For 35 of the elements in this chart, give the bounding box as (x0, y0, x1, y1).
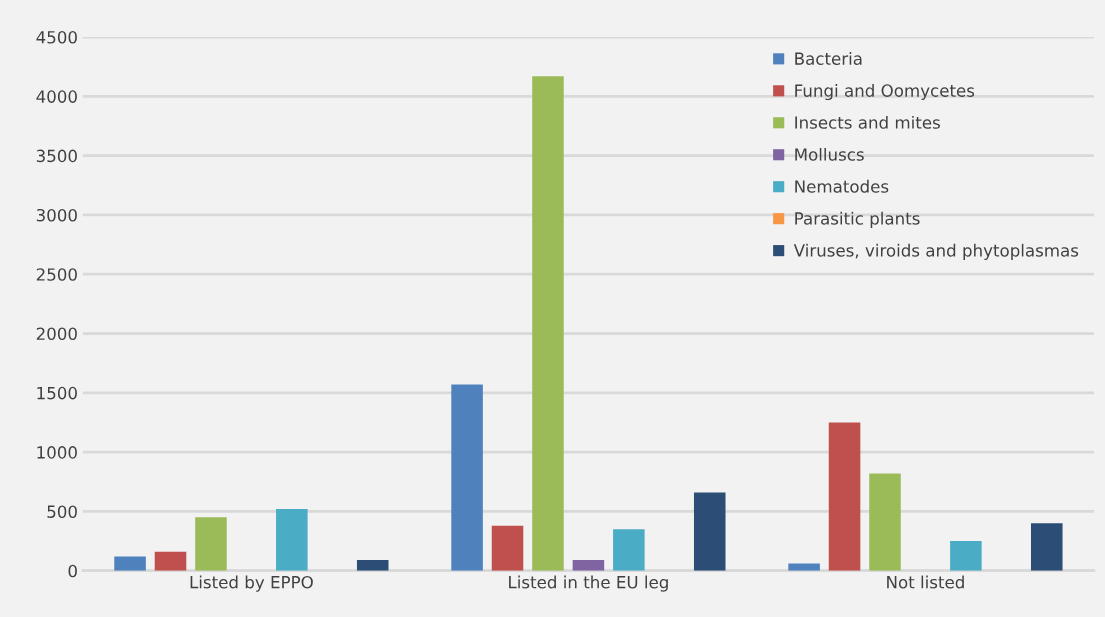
bar (532, 76, 564, 571)
legend-label: Viruses, viroids and phytoplasmas (793, 243, 1079, 260)
y-tick-label: 2000 (36, 327, 77, 341)
legend-label: Insects and mites (795, 115, 940, 129)
y-tick-label: 3000 (36, 208, 77, 222)
bar (154, 551, 187, 571)
bar (356, 560, 389, 571)
y-tick-label: 4500 (36, 30, 77, 44)
bar (828, 422, 861, 571)
bar (451, 384, 483, 571)
y-tick-label: 500 (47, 505, 77, 518)
y-tick-label: 3500 (36, 149, 77, 163)
legend-label: Nematodes (795, 179, 889, 193)
legend-label: Fungi and Oomycetes (795, 83, 975, 101)
bar (491, 525, 524, 571)
bar (114, 556, 146, 571)
legend-label: Parasitic plants (795, 211, 920, 228)
x-tick-label: Not listed (887, 575, 964, 589)
y-tick-label: 1500 (37, 386, 77, 400)
y-tick-label: 0 (68, 564, 77, 578)
legend-label: Molluscs (795, 147, 864, 161)
bar (693, 492, 726, 571)
bar (950, 541, 982, 571)
legend-label: Bacteria (795, 52, 862, 65)
bar (1030, 523, 1063, 571)
bar (276, 509, 308, 571)
y-tick-label: 2500 (36, 268, 77, 281)
y-tick-label: 1000 (37, 446, 77, 459)
bar (572, 560, 605, 571)
x-tick-label: Listed by EPPO (190, 575, 313, 592)
x-tick-label: Listed in the EU leg (509, 575, 668, 592)
bar (195, 517, 227, 571)
y-tick-label: 4000 (36, 90, 77, 103)
bar (613, 529, 645, 571)
bar (869, 473, 901, 571)
